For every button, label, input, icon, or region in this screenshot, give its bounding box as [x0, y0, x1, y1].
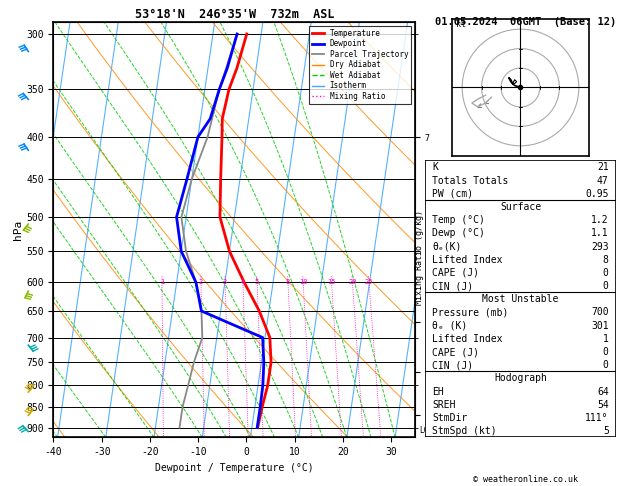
Text: 54: 54 — [597, 400, 609, 410]
Y-axis label: km
ASL: km ASL — [433, 222, 452, 237]
Text: SREH: SREH — [432, 400, 456, 410]
Text: 700: 700 — [591, 308, 609, 317]
Text: 111°: 111° — [585, 413, 609, 423]
Y-axis label: hPa: hPa — [13, 220, 23, 240]
Text: 64: 64 — [597, 387, 609, 397]
Text: 0.95: 0.95 — [585, 189, 609, 199]
Text: Mixing Ratio (g/kg): Mixing Ratio (g/kg) — [415, 210, 424, 305]
Text: 4: 4 — [241, 279, 245, 285]
Text: 0: 0 — [603, 281, 609, 291]
Text: Surface: Surface — [500, 202, 541, 212]
Text: Lifted Index: Lifted Index — [432, 334, 503, 344]
Text: © weatheronline.co.uk: © weatheronline.co.uk — [473, 474, 577, 484]
Text: 2: 2 — [199, 279, 203, 285]
Text: CAPE (J): CAPE (J) — [432, 268, 479, 278]
Text: K: K — [432, 162, 438, 173]
Text: CAPE (J): CAPE (J) — [432, 347, 479, 357]
Text: kt: kt — [457, 20, 466, 29]
Text: PW (cm): PW (cm) — [432, 189, 474, 199]
Text: CIN (J): CIN (J) — [432, 281, 474, 291]
Legend: Temperature, Dewpoint, Parcel Trajectory, Dry Adiabat, Wet Adiabat, Isotherm, Mi: Temperature, Dewpoint, Parcel Trajectory… — [309, 26, 411, 104]
Text: 0: 0 — [603, 360, 609, 370]
Text: 1: 1 — [603, 334, 609, 344]
Text: 25: 25 — [365, 279, 373, 285]
Text: 0: 0 — [603, 347, 609, 357]
Text: Lifted Index: Lifted Index — [432, 255, 503, 265]
Text: Pressure (mb): Pressure (mb) — [432, 308, 509, 317]
Text: 01.05.2024  06GMT  (Base: 12): 01.05.2024 06GMT (Base: 12) — [435, 17, 616, 27]
Text: Temp (°C): Temp (°C) — [432, 215, 485, 225]
Text: 1.1: 1.1 — [591, 228, 609, 238]
Text: 8: 8 — [603, 255, 609, 265]
Text: 20: 20 — [348, 279, 357, 285]
Text: θₑ(K): θₑ(K) — [432, 242, 462, 252]
Text: 5: 5 — [255, 279, 259, 285]
Text: Totals Totals: Totals Totals — [432, 175, 509, 186]
Text: CIN (J): CIN (J) — [432, 360, 474, 370]
Text: 47: 47 — [597, 175, 609, 186]
Text: 3: 3 — [223, 279, 227, 285]
Text: 15: 15 — [327, 279, 336, 285]
Title: 53°18'N  246°35'W  732m  ASL: 53°18'N 246°35'W 732m ASL — [135, 8, 334, 21]
Text: EH: EH — [432, 387, 444, 397]
Text: Dewp (°C): Dewp (°C) — [432, 228, 485, 238]
Text: Most Unstable: Most Unstable — [482, 294, 559, 304]
Text: 8: 8 — [286, 279, 290, 285]
Text: LCL: LCL — [419, 426, 433, 435]
Text: 1: 1 — [160, 279, 164, 285]
Text: θₑ (K): θₑ (K) — [432, 321, 467, 330]
Text: 21: 21 — [597, 162, 609, 173]
Text: 5: 5 — [603, 426, 609, 436]
Text: 0: 0 — [603, 268, 609, 278]
Text: StmSpd (kt): StmSpd (kt) — [432, 426, 497, 436]
Text: 293: 293 — [591, 242, 609, 252]
Text: 10: 10 — [299, 279, 308, 285]
X-axis label: Dewpoint / Temperature (°C): Dewpoint / Temperature (°C) — [155, 463, 314, 473]
Text: StmDir: StmDir — [432, 413, 467, 423]
Text: 1.2: 1.2 — [591, 215, 609, 225]
Text: 301: 301 — [591, 321, 609, 330]
Text: Hodograph: Hodograph — [494, 373, 547, 383]
